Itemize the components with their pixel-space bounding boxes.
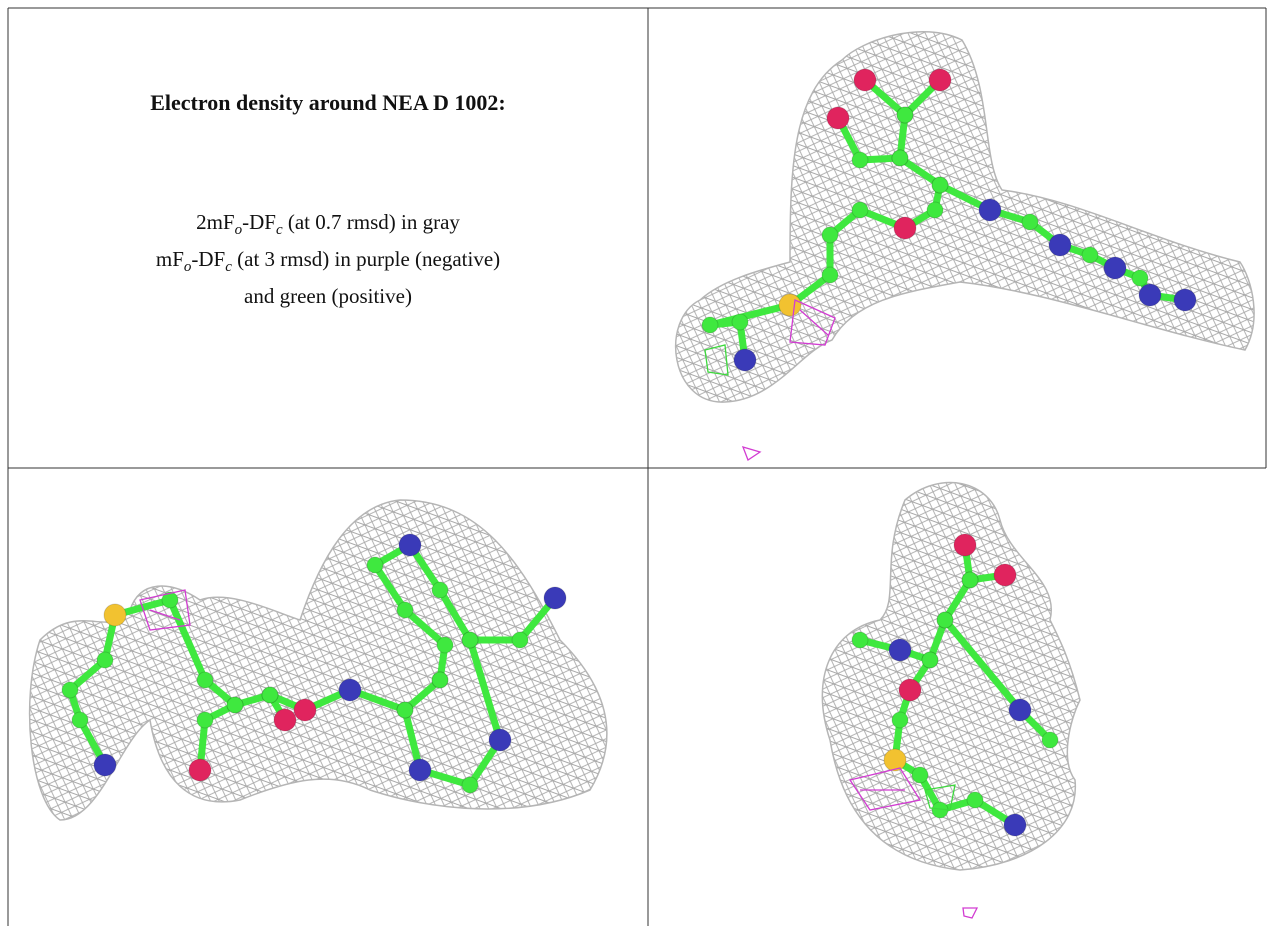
- atom: [339, 679, 361, 701]
- atom: [274, 709, 296, 731]
- atom: [367, 557, 383, 573]
- text: 2mF: [196, 210, 235, 234]
- text: and green (positive): [244, 284, 412, 308]
- density-mesh: [676, 32, 1254, 402]
- atom: [854, 69, 876, 91]
- negative-mesh: [743, 447, 760, 460]
- atom: [62, 682, 78, 698]
- legend: 2mFo-DFc (at 0.7 rmsd) in gray mFo-DFc (…: [9, 208, 647, 311]
- atom: [197, 672, 213, 688]
- text: -DF: [242, 210, 276, 234]
- atom: [932, 177, 948, 193]
- atom: [994, 564, 1016, 586]
- text: mF: [156, 247, 184, 271]
- atom: [1009, 699, 1031, 721]
- atom: [462, 632, 478, 648]
- atom: [912, 767, 928, 783]
- cell-title: Electron density around NEA D 1002:: [9, 90, 647, 116]
- atom: [227, 697, 243, 713]
- atom: [922, 652, 938, 668]
- atom: [1004, 814, 1026, 836]
- legend-line: 2mFo-DFc (at 0.7 rmsd) in gray: [9, 208, 647, 245]
- atom: [732, 314, 748, 330]
- atom: [432, 672, 448, 688]
- page: Electron density around NEA D 1002: 2mFo…: [0, 0, 1275, 926]
- subscript: c: [276, 222, 283, 238]
- atom: [962, 572, 978, 588]
- atom: [104, 604, 126, 626]
- atom: [852, 152, 868, 168]
- atom: [929, 69, 951, 91]
- atom: [892, 712, 908, 728]
- atom: [1104, 257, 1126, 279]
- subscript: c: [225, 259, 232, 275]
- atom: [489, 729, 511, 751]
- atom: [512, 632, 528, 648]
- atom: [852, 632, 868, 648]
- atom: [827, 107, 849, 129]
- atom: [189, 759, 211, 781]
- atom: [822, 227, 838, 243]
- atom: [1082, 247, 1098, 263]
- atom: [397, 702, 413, 718]
- atom: [544, 587, 566, 609]
- text: (at 3 rmsd) in purple (negative): [232, 247, 500, 271]
- atom: [889, 639, 911, 661]
- atom: [197, 712, 213, 728]
- atom: [937, 612, 953, 628]
- atom: [94, 754, 116, 776]
- legend-line: mFo-DFc (at 3 rmsd) in purple (negative): [9, 245, 647, 282]
- atom: [954, 534, 976, 556]
- atom: [1049, 234, 1071, 256]
- atom: [979, 199, 1001, 221]
- atom: [884, 749, 906, 771]
- atom: [1174, 289, 1196, 311]
- atom: [72, 712, 88, 728]
- atom: [892, 150, 908, 166]
- atom: [462, 777, 478, 793]
- density-mesh: [30, 500, 607, 820]
- atom: [1132, 270, 1148, 286]
- atom: [262, 687, 278, 703]
- atom: [399, 534, 421, 556]
- atom: [97, 652, 113, 668]
- atom: [899, 679, 921, 701]
- negative-mesh: [963, 908, 977, 918]
- atom: [897, 107, 913, 123]
- atom: [852, 202, 868, 218]
- atom: [409, 759, 431, 781]
- atom: [967, 792, 983, 808]
- text: -DF: [191, 247, 225, 271]
- atom: [927, 202, 943, 218]
- atom: [432, 582, 448, 598]
- atom: [437, 637, 453, 653]
- atom: [1042, 732, 1058, 748]
- legend-line: and green (positive): [9, 282, 647, 311]
- atom: [1022, 214, 1038, 230]
- atom: [779, 294, 801, 316]
- atom: [702, 317, 718, 333]
- text: (at 0.7 rmsd) in gray: [283, 210, 460, 234]
- atom: [294, 699, 316, 721]
- text-cell: Electron density around NEA D 1002: 2mFo…: [9, 60, 647, 311]
- atom: [822, 267, 838, 283]
- subscript: o: [235, 222, 243, 238]
- atom: [397, 602, 413, 618]
- atom: [894, 217, 916, 239]
- density-mesh: [822, 483, 1080, 870]
- atom: [1139, 284, 1161, 306]
- atom: [734, 349, 756, 371]
